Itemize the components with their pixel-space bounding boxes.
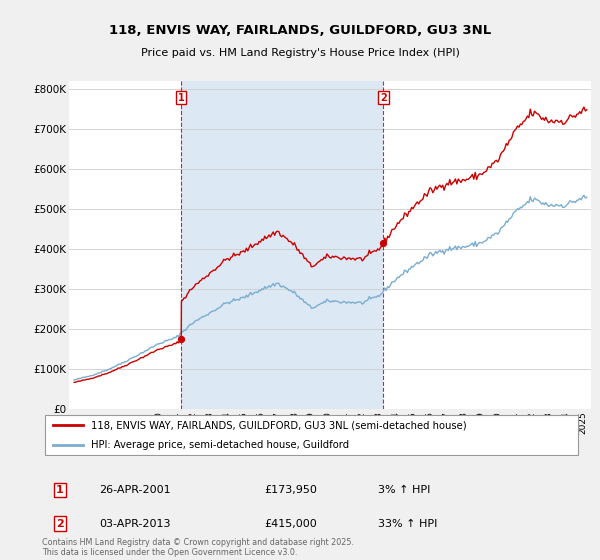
Text: 118, ENVIS WAY, FAIRLANDS, GUILDFORD, GU3 3NL: 118, ENVIS WAY, FAIRLANDS, GUILDFORD, GU… [109, 24, 491, 38]
Text: 03-APR-2013: 03-APR-2013 [99, 519, 170, 529]
Point [379, 239, 388, 248]
Text: 26-APR-2001: 26-APR-2001 [99, 485, 170, 495]
Text: 3% ↑ HPI: 3% ↑ HPI [378, 485, 430, 495]
Point [176, 335, 186, 344]
Text: HPI: Average price, semi-detached house, Guildford: HPI: Average price, semi-detached house,… [91, 440, 349, 450]
Text: 2: 2 [380, 92, 387, 102]
Text: Contains HM Land Registry data © Crown copyright and database right 2025.
This d: Contains HM Land Registry data © Crown c… [42, 538, 354, 557]
Text: 2: 2 [56, 519, 64, 529]
Text: 1: 1 [178, 92, 185, 102]
Text: 118, ENVIS WAY, FAIRLANDS, GUILDFORD, GU3 3NL (semi-detached house): 118, ENVIS WAY, FAIRLANDS, GUILDFORD, GU… [91, 421, 466, 430]
FancyBboxPatch shape [45, 414, 578, 455]
Bar [181, 81, 383, 409]
Text: £415,000: £415,000 [264, 519, 317, 529]
Text: Price paid vs. HM Land Registry's House Price Index (HPI): Price paid vs. HM Land Registry's House … [140, 48, 460, 58]
Text: 1: 1 [56, 485, 64, 495]
Text: 33% ↑ HPI: 33% ↑ HPI [378, 519, 437, 529]
Text: £173,950: £173,950 [264, 485, 317, 495]
